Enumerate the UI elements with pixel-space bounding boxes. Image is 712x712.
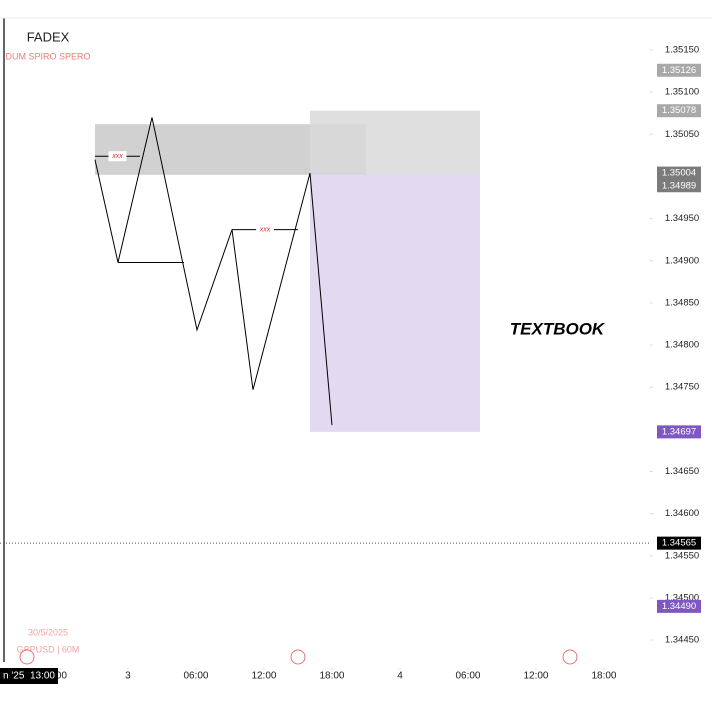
x-tick-label: 06:00: [183, 671, 208, 682]
x-tick-label: 12:00: [251, 671, 276, 682]
y-tick-label: 1.35150: [665, 45, 699, 56]
price-tag: [657, 63, 701, 77]
price-tag: [657, 599, 701, 613]
annotation: TEXTBOOK: [510, 319, 606, 338]
y-tick-label: 1.34650: [665, 466, 699, 477]
flag-icon: [562, 649, 578, 665]
zone: [309, 173, 480, 432]
price-path: [94, 117, 333, 426]
price-tag: [657, 536, 701, 550]
subtitle: DUM SPIRO SPERO: [5, 51, 90, 61]
y-tick-label: 1.34800: [665, 340, 699, 351]
price-tag-label: 1.35126: [662, 65, 696, 76]
level-label: xxx: [111, 153, 123, 160]
level-label-bg: [255, 224, 274, 235]
y-tick-label: 1.34550: [665, 550, 699, 561]
y-tick-label: 1.34750: [665, 382, 699, 393]
price-tag: [657, 166, 701, 180]
x-tick-label: 18:00: [591, 671, 616, 682]
level-label: xxx: [259, 226, 271, 233]
price-tag-label: 1.34565: [662, 538, 696, 549]
price-tag-label: 1.35004: [662, 168, 696, 179]
y-tick-label: 1.35050: [665, 129, 699, 140]
price-tag-label: 1.35078: [662, 105, 696, 116]
x-tick-label: 06:00: [455, 671, 480, 682]
x-tick-label: 3: [125, 671, 131, 682]
price-tag: [657, 425, 701, 439]
x-tick-label: 4: [397, 671, 403, 682]
flag-icon: [19, 649, 35, 665]
y-tick-label: 1.34950: [665, 213, 699, 224]
chart-title: FADEX: [27, 29, 70, 44]
zone: [309, 110, 480, 174]
crosshair-box: [0, 668, 58, 684]
symbol-label: GBPUSD | 60M: [17, 644, 80, 654]
x-tick-label: 12:00: [523, 671, 548, 682]
crosshair-label: n '25 13:00: [3, 671, 55, 682]
flag-icons: [19, 649, 578, 665]
y-tick-label: 1.34500: [665, 592, 699, 603]
y-tick-label: 1.34900: [665, 255, 699, 266]
x-tick-label: 18:00: [319, 671, 344, 682]
price-tag-label: 1.34697: [662, 426, 696, 437]
level-label-bg: [108, 151, 127, 162]
flag-icon: [290, 649, 306, 665]
date-label: 30/5/2025: [28, 627, 68, 637]
y-tick-label: 1.34600: [665, 508, 699, 519]
price-tag-label: 1.34989: [662, 180, 696, 191]
price-tag-label: 1.34490: [662, 601, 696, 612]
y-tick-label: 1.35100: [665, 87, 699, 98]
x-tick-label: :00: [53, 671, 67, 682]
price-tag: [657, 179, 701, 193]
price-tag: [657, 104, 701, 118]
y-tick-label: 1.34850: [665, 297, 699, 308]
y-tick-label: 1.34450: [665, 635, 699, 646]
